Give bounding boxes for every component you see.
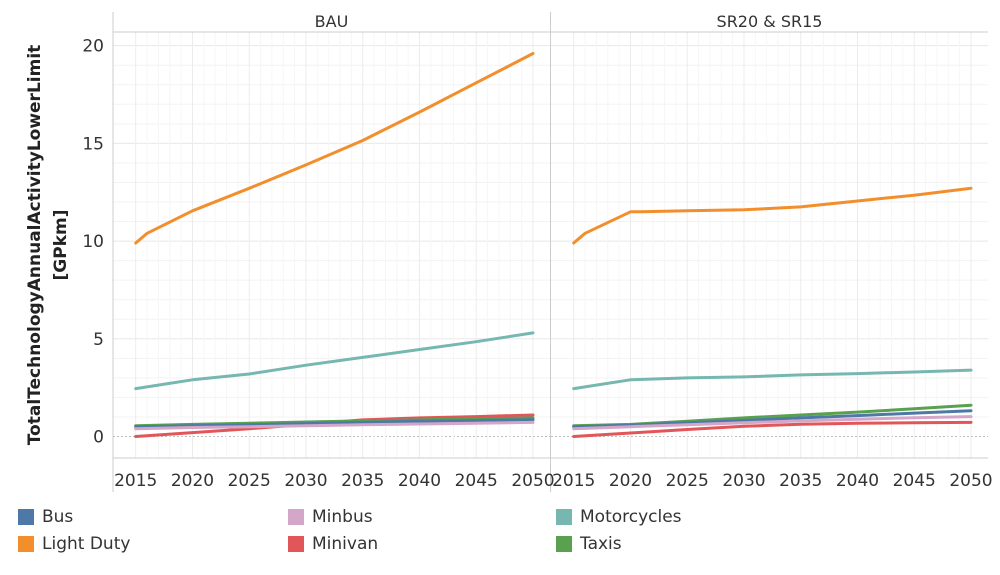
x-tick-label: 2015 (114, 471, 157, 491)
series-line-light-duty (572, 186, 973, 245)
legend-swatch (288, 536, 304, 552)
series-line-motorcycles (134, 331, 535, 391)
x-tick-label: 2040 (398, 471, 441, 491)
y-tick-label: 0 (93, 428, 104, 448)
legend-item: Light Duty (18, 533, 130, 555)
legend-label: Minbus (312, 507, 373, 527)
gridlines (113, 32, 988, 458)
x-tick-label: 2035 (341, 471, 384, 491)
facet-title: SR20 & SR15 (717, 12, 823, 31)
series-line-motorcycles (572, 368, 973, 391)
legend-label: Taxis (580, 534, 622, 554)
legend-item: Motorcycles (556, 506, 682, 528)
series-line-minbus (572, 415, 973, 431)
legend-item: Minivan (288, 533, 378, 555)
x-tick-label: 2025 (228, 471, 271, 491)
series-line-minbus (134, 420, 535, 431)
legend-item: Taxis (556, 533, 622, 555)
x-tick-label: 2045 (455, 471, 498, 491)
legend-label: Minivan (312, 534, 379, 554)
x-tick-label: 2035 (779, 471, 822, 491)
y-tick-label: 15 (82, 134, 104, 154)
legend-swatch (288, 509, 304, 525)
x-tick-label: 2040 (836, 471, 879, 491)
legend-swatch (18, 536, 34, 552)
series-line-bus (134, 418, 535, 429)
x-tick-label: 2050 (511, 471, 554, 491)
series-line-light-duty (134, 52, 535, 245)
y-tick-label: 20 (82, 37, 104, 57)
panel-frames (112, 12, 988, 492)
x-tick-label: 2015 (552, 471, 595, 491)
y-tick-label: 10 (82, 232, 104, 252)
y-axis-label: TotalTechnologyAnnualActivityLowerLimit (25, 45, 45, 446)
facet-title: BAU (315, 12, 349, 31)
legend-item: Bus (18, 506, 73, 528)
legend-swatch (18, 509, 34, 525)
legend-item: Minbus (288, 506, 373, 528)
x-tick-label: 2045 (893, 471, 936, 491)
series-line-bus (572, 409, 973, 429)
x-tick-label: 2025 (666, 471, 709, 491)
legend-swatch (556, 509, 572, 525)
x-tick-label: 2020 (609, 471, 652, 491)
x-tick-label: 2050 (949, 471, 992, 491)
y-tick-label: 5 (93, 330, 104, 350)
legend-label: Light Duty (42, 534, 131, 554)
legend: Bus Light Duty Minbus Minivan Motorcycles Tax… (0, 500, 1000, 575)
chart: 0 5 10 15 20 2015 2020 2025 2030 2035 2040 2045 205… (25, 12, 993, 492)
x-tick-label: 2020 (171, 471, 214, 491)
y-tick-labels: 0 5 10 15 20 (82, 37, 104, 448)
legend-label: Bus (42, 507, 74, 527)
y-axis-label-line-2: [GPkm] (51, 210, 71, 281)
facet-titles: BAU SR20 & SR15 (315, 12, 823, 31)
y-axis-unit-label: [GPkm] (51, 210, 71, 281)
series-lines (134, 52, 973, 438)
legend-swatch (556, 536, 572, 552)
x-tick-label: 2030 (284, 471, 327, 491)
y-axis-label-line-1: TotalTechnologyAnnualActivityLowerLimit (25, 45, 45, 446)
x-tick-label: 2030 (722, 471, 765, 491)
legend-label: Motorcycles (580, 507, 682, 527)
series-line-minivan (572, 420, 973, 438)
